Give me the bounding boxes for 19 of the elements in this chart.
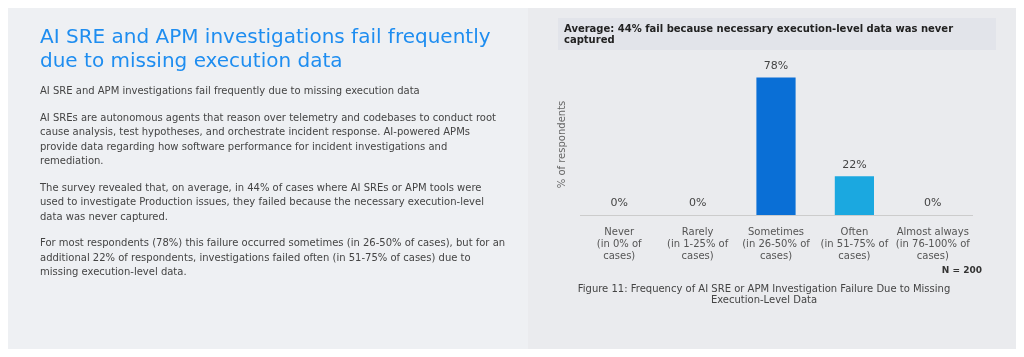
data-label: 0% <box>610 196 628 210</box>
x-tick-label: Never (in 0% of cases) <box>596 225 643 261</box>
chart-title: Average: 44% fail because necessary execution-level data was never captured <box>558 18 996 50</box>
data-label: 0% <box>924 196 942 210</box>
data-label: 0% <box>688 196 707 210</box>
text: AI SRE and APM investigations fail frequently due to missing execution data <box>40 24 492 72</box>
x-tick-label: Often (in 51-75% of cases) <box>820 225 889 261</box>
text: N = 200 <box>940 265 982 275</box>
y-axis-title: % of respondents <box>555 100 567 189</box>
x-tick-label: Almost always (in 76-100% of cases) <box>895 225 971 261</box>
data-label: 22% <box>842 157 867 171</box>
x-tick-label: Sometimes (in 26-50% of cases) <box>742 225 811 261</box>
x-tick-label: Rarely (in 1-25% of cases) <box>666 225 729 261</box>
text: AI SREs are autonomous agents that reason over telemetry and codebases to conduct root cause analysis, test hypotheses, and orchestrate incident response. AI-powered APMs provide data regarding how software performance for incident investigations and remediation. <box>40 110 497 168</box>
data-label: 78% <box>763 58 789 72</box>
text: The survey revealed that, on average, in 44% of cases where AI SREs or APM tools were used to investigate Production issues, they failed because the necessary execution-level data was never captured. <box>40 180 485 224</box>
text: AI SRE and APM investigations fail frequently due to missing execution data <box>40 84 421 98</box>
text: For most respondents (78%) this failure occurred sometimes (in 26-50% of cases), but for an additional 22% of respondents, investigations failed often (in 51-75% of cases) due to missing execution-level data. <box>40 236 507 279</box>
caption: Figure 11: Frequency of AI SRE or APM Investigation Failure Due to Missing Execution-Level Data <box>576 283 952 305</box>
